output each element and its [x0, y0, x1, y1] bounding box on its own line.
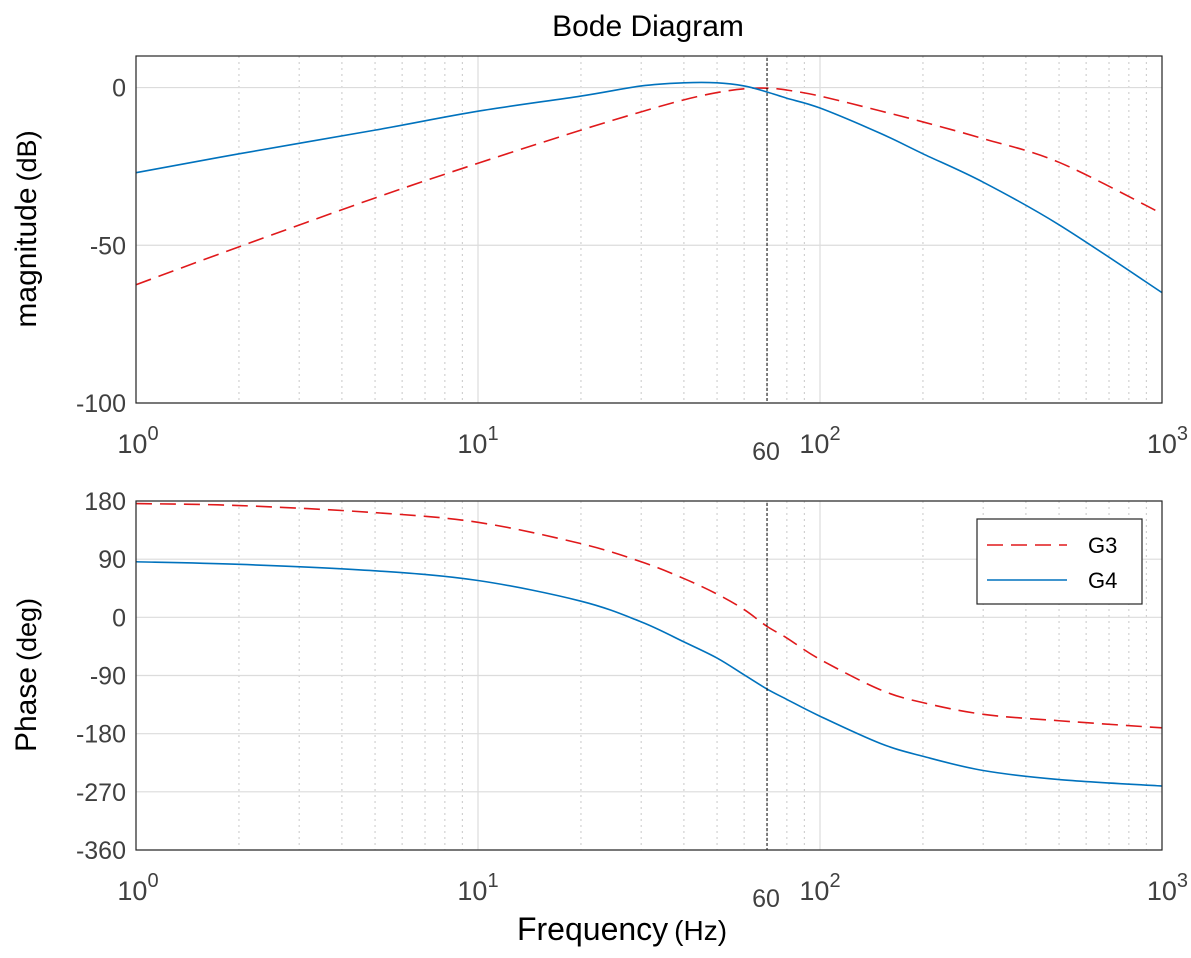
magnitude-series-g3 — [135, 87, 1163, 286]
magnitude-xtick-labels: 100 101 102 103 60 — [117, 423, 1188, 466]
phase-ylabel: Phase (deg) — [10, 598, 43, 752]
magnitude-ytick-label: -50 — [90, 232, 126, 260]
legend: G3 G4 — [976, 518, 1143, 605]
phase-ylabel-unit: (deg) — [12, 598, 42, 661]
magnitude-ylabel: magnitude (dB) — [10, 130, 43, 327]
magnitude-xtick-label: 101 — [457, 423, 498, 459]
phase-xtick-labels: 100 101 102 103 60 — [117, 870, 1188, 913]
phase-ytick-label: -90 — [90, 663, 126, 691]
frequency-xlabel-unit: (Hz) — [674, 915, 727, 946]
magnitude-series — [135, 81, 1163, 294]
legend-box — [976, 518, 1143, 605]
frequency-xlabel: Frequency (Hz) — [517, 911, 727, 947]
phase-series — [135, 502, 1163, 787]
magnitude-xtick-label-marker: 60 — [752, 438, 780, 466]
magnitude-ytick-labels: 0 -50 -100 — [76, 75, 126, 418]
phase-ytick-label: -270 — [76, 779, 126, 807]
phase-series-g4 — [135, 560, 1163, 787]
magnitude-xtick-label: 102 — [799, 423, 840, 459]
magnitude-series-g4 — [135, 81, 1163, 294]
magnitude-ylabel-main: magnitude — [10, 187, 43, 327]
phase-ytick-labels: 180 90 0 -90 -180 -270 -360 — [76, 488, 126, 865]
phase-xtick-label: 103 — [1147, 870, 1188, 906]
phase-ytick-label: -180 — [76, 721, 126, 749]
magnitude-ylabel-unit: (dB) — [12, 130, 42, 181]
magnitude-panel: 0 -50 -100 100 101 102 103 60 magnitude (dB) — [10, 55, 1188, 466]
legend-label-g4: G4 — [1088, 568, 1117, 593]
magnitude-xtick-label: 103 — [1147, 423, 1188, 459]
magnitude-ytick-label: -100 — [76, 390, 126, 418]
phase-ylabel-main: Phase — [10, 667, 43, 752]
phase-plot-frame — [135, 500, 1163, 851]
frequency-xlabel-main: Frequency — [517, 911, 668, 947]
phase-ytick-label: 0 — [112, 604, 126, 632]
legend-label-g3: G3 — [1088, 533, 1117, 558]
phase-xtick-label-marker: 60 — [752, 885, 780, 913]
phase-series-g3 — [135, 502, 1163, 729]
magnitude-ytick-label: 0 — [112, 75, 126, 103]
phase-panel: 180 90 0 -90 -180 -270 -360 100 101 102 103 60 Pha… — [10, 488, 1188, 947]
magnitude-plot-frame — [135, 55, 1163, 404]
magnitude-plot-area — [136, 56, 1162, 403]
phase-xtick-label: 102 — [799, 870, 840, 906]
phase-ytick-label: 90 — [98, 546, 126, 574]
phase-ytick-label: 180 — [84, 488, 126, 516]
magnitude-xtick-label: 100 — [117, 423, 158, 459]
phase-ytick-label: -360 — [76, 837, 126, 865]
phase-xtick-label: 101 — [457, 870, 498, 906]
phase-xtick-label: 100 — [117, 870, 158, 906]
chart-title: Bode Diagram — [552, 10, 744, 43]
